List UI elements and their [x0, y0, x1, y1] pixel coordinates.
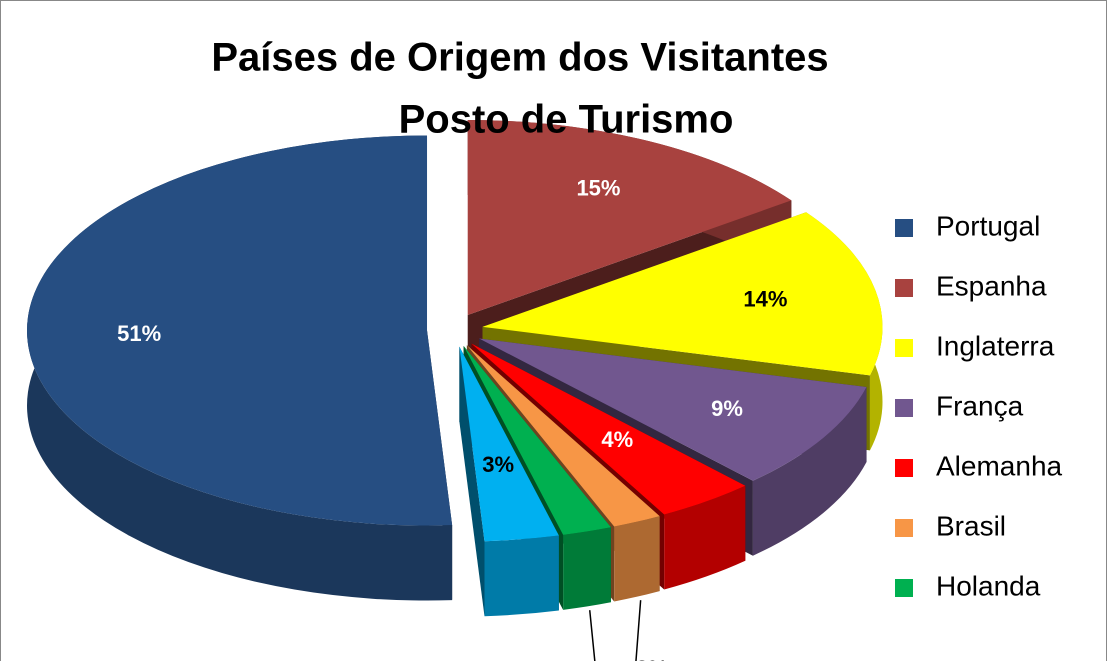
legend-swatch: [895, 459, 913, 477]
slice-side: [614, 516, 660, 602]
slice-wall: [459, 346, 485, 617]
slice-side: [484, 535, 559, 617]
leader-line: [588, 610, 596, 661]
chart-title: Países de Origem dos Visitantes: [211, 36, 828, 80]
data-label: 15%: [576, 176, 620, 201]
chart-title: Posto de Turismo: [399, 98, 734, 142]
legend-label: França: [936, 390, 1024, 421]
slice-side: [664, 485, 746, 590]
legend-swatch: [895, 219, 913, 237]
legend-label: Inglaterra: [936, 330, 1055, 361]
data-label: 14%: [743, 286, 787, 311]
legend-swatch: [895, 399, 913, 417]
legend-swatch: [895, 579, 913, 597]
slice: [467, 120, 792, 316]
slice-side: [752, 387, 867, 556]
legend-label: Brasil: [936, 510, 1006, 541]
slice: [466, 345, 660, 527]
legend-swatch: [895, 339, 913, 357]
slice: [482, 212, 883, 376]
data-label: 9%: [711, 396, 743, 421]
legend-swatch: [895, 279, 913, 297]
slice: [459, 346, 559, 542]
slice: [27, 135, 453, 526]
slice: [463, 345, 611, 535]
slice-side: [563, 527, 611, 610]
legend-label: Holanda: [936, 570, 1041, 601]
data-label: 51%: [117, 321, 161, 346]
legend-label: Portugal: [936, 210, 1040, 241]
legend-swatch: [895, 519, 913, 537]
data-label: 2%: [636, 656, 668, 661]
legend-label: Alemanha: [936, 450, 1063, 481]
slice: [479, 338, 867, 481]
slice: [471, 343, 746, 515]
data-label: 4%: [601, 427, 633, 452]
legend-label: Espanha: [936, 270, 1047, 301]
pie: [27, 120, 883, 617]
data-label: 3%: [482, 452, 514, 477]
leader-line: [635, 600, 642, 661]
